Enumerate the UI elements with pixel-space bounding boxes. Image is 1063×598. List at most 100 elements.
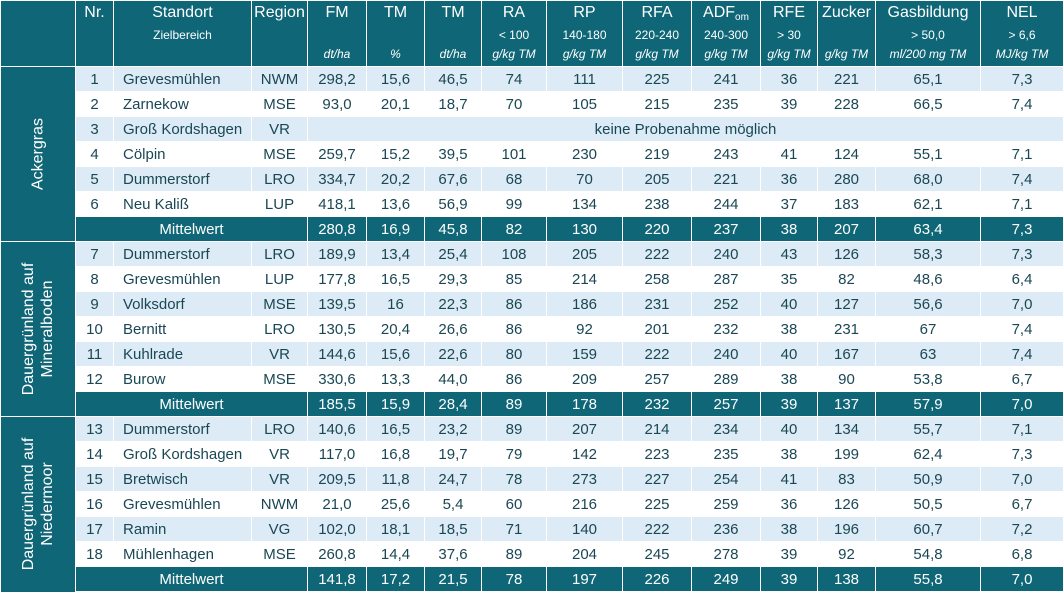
header-tm-dtha: TM dt/ha [424, 0, 482, 67]
cell-rp: 92 [546, 316, 623, 342]
mean-rfe: 39 [760, 566, 818, 592]
cell-region: MSE [251, 366, 308, 392]
cell-rfa: 258 [622, 266, 692, 292]
table-row: Dauergrünland auf Mineralboden 7 Dummerstor… [0, 241, 1063, 417]
cell-rp: 140 [546, 516, 623, 542]
cell-rfa: 231 [622, 291, 692, 317]
cell-ra: 108 [481, 241, 547, 267]
cell-tm1: 11,8 [366, 466, 425, 492]
cell-rfa: 257 [622, 366, 692, 392]
mean-ra: 89 [481, 391, 547, 417]
cell-rp: 204 [546, 541, 623, 567]
cell-rfe: 40 [760, 416, 818, 442]
group-label-line: Niedermoor [39, 462, 56, 547]
cell-tm1: 13,6 [366, 191, 425, 217]
cell-nel: 7,3 [980, 66, 1063, 92]
cell-zucker: 183 [817, 191, 876, 217]
cell-zucker: 196 [817, 516, 876, 542]
cell-zucker: 221 [817, 66, 876, 92]
cell-adf: 244 [691, 191, 761, 217]
mean-adf: 257 [691, 391, 761, 417]
cell-adf: 240 [691, 341, 761, 367]
mean-tm2: 45,8 [424, 216, 482, 242]
cell-note: keine Probenahme möglich [307, 116, 1063, 142]
cell-rfa: 222 [622, 516, 692, 542]
cell-region: VR [251, 466, 308, 492]
cell-fm: 260,8 [307, 541, 367, 567]
cell-adf: 241 [691, 66, 761, 92]
cell-ra: 68 [481, 166, 547, 192]
mean-tm1: 15,9 [366, 391, 425, 417]
table-row: 8 Grevesmühlen LUP 177,8 16,5 29,3 85 214 258 287… [1, 266, 1063, 292]
cell-nr: 10 [75, 316, 114, 342]
cell-tm2: 44,0 [424, 366, 482, 392]
cell-nr: 5 [75, 166, 114, 192]
header-row: Nr. Standort Zielbereich Region FM dt/ha … [0, 0, 1063, 67]
cell-standort: Grevesmühlen [113, 491, 252, 517]
cell-adf: 232 [691, 316, 761, 342]
cell-ra: 70 [481, 91, 547, 117]
header-rp: RP 140-180 g/kg TM [546, 0, 623, 67]
cell-gas: 53,8 [875, 366, 981, 392]
cell-tm1: 16,8 [366, 441, 425, 467]
mean-rp: 178 [546, 391, 623, 417]
cell-gas: 60,7 [875, 516, 981, 542]
cell-nr: 15 [75, 466, 114, 492]
mean-gas: 63,4 [875, 216, 981, 242]
header-standort: Standort Zielbereich [113, 0, 252, 67]
cell-rp: 207 [546, 416, 623, 442]
cell-zucker: 126 [817, 241, 876, 267]
cell-zucker: 228 [817, 91, 876, 117]
cell-nel: 7,0 [980, 291, 1063, 317]
cell-fm: 21,0 [307, 491, 367, 517]
cell-rfe: 38 [760, 441, 818, 467]
table-row: 12 Burow MSE 330,6 13,3 44,0 86 209 257 289 38 90 53… [1, 366, 1063, 392]
cell-tm2: 46,5 [424, 66, 482, 92]
cell-region: MSE [251, 541, 308, 567]
cell-zucker: 92 [817, 541, 876, 567]
cell-tm1: 13,3 [366, 366, 425, 392]
table-row: Ackergras 1 Grevesmühlen NWM 298,2 15,6 46,5 74… [0, 66, 1063, 242]
mean-fm: 280,8 [307, 216, 367, 242]
cell-zucker: 126 [817, 491, 876, 517]
cell-standort: Cölpin [113, 141, 252, 167]
cell-rp: 105 [546, 91, 623, 117]
cell-rfe: 41 [760, 141, 818, 167]
cell-nel: 7,1 [980, 416, 1063, 442]
group-label-text: Dauergrünland auf Mineralboden [19, 263, 57, 396]
cell-region: NWM [251, 491, 308, 517]
cell-gas: 50,5 [875, 491, 981, 517]
cell-rfe: 39 [760, 91, 818, 117]
cell-adf: 243 [691, 141, 761, 167]
cell-adf: 287 [691, 266, 761, 292]
table-row: 16 Grevesmühlen NWM 21,0 25,6 5,4 60 216 225 259 3… [1, 491, 1063, 517]
group-label: Ackergras [0, 66, 76, 242]
cell-ra: 71 [481, 516, 547, 542]
cell-zucker: 124 [817, 141, 876, 167]
header-tm-percent: TM% [366, 0, 425, 67]
cell-tm2: 19,7 [424, 441, 482, 467]
mean-adf: 249 [691, 566, 761, 592]
cell-rfa: 219 [622, 141, 692, 167]
cell-nel: 7,4 [980, 166, 1063, 192]
cell-nel: 7,4 [980, 316, 1063, 342]
cell-fm: 144,6 [307, 341, 367, 367]
mean-zucker: 138 [817, 566, 876, 592]
cell-rfe: 43 [760, 241, 818, 267]
cell-standort: Dummerstorf [113, 166, 252, 192]
cell-nr: 16 [75, 491, 114, 517]
cell-tm1: 16,5 [366, 266, 425, 292]
cell-rfa: 222 [622, 241, 692, 267]
cell-tm1: 13,4 [366, 241, 425, 267]
cell-region: LRO [251, 166, 308, 192]
table-row: 17 Ramin VG 102,0 18,1 18,5 71 140 222 236 38 196 60… [1, 516, 1063, 542]
cell-nr: 7 [75, 241, 114, 267]
table-row: 14 Groß Kordshagen VR 117,0 16,8 19,7 79 142 223… [1, 441, 1063, 467]
cell-standort: Burow [113, 366, 252, 392]
cell-standort: Grevesmühlen [113, 66, 252, 92]
cell-tm2: 67,6 [424, 166, 482, 192]
cell-rfe: 36 [760, 491, 818, 517]
cell-tm2: 29,3 [424, 266, 482, 292]
cell-tm2: 18,5 [424, 516, 482, 542]
cell-standort: Dummerstorf [113, 241, 252, 267]
